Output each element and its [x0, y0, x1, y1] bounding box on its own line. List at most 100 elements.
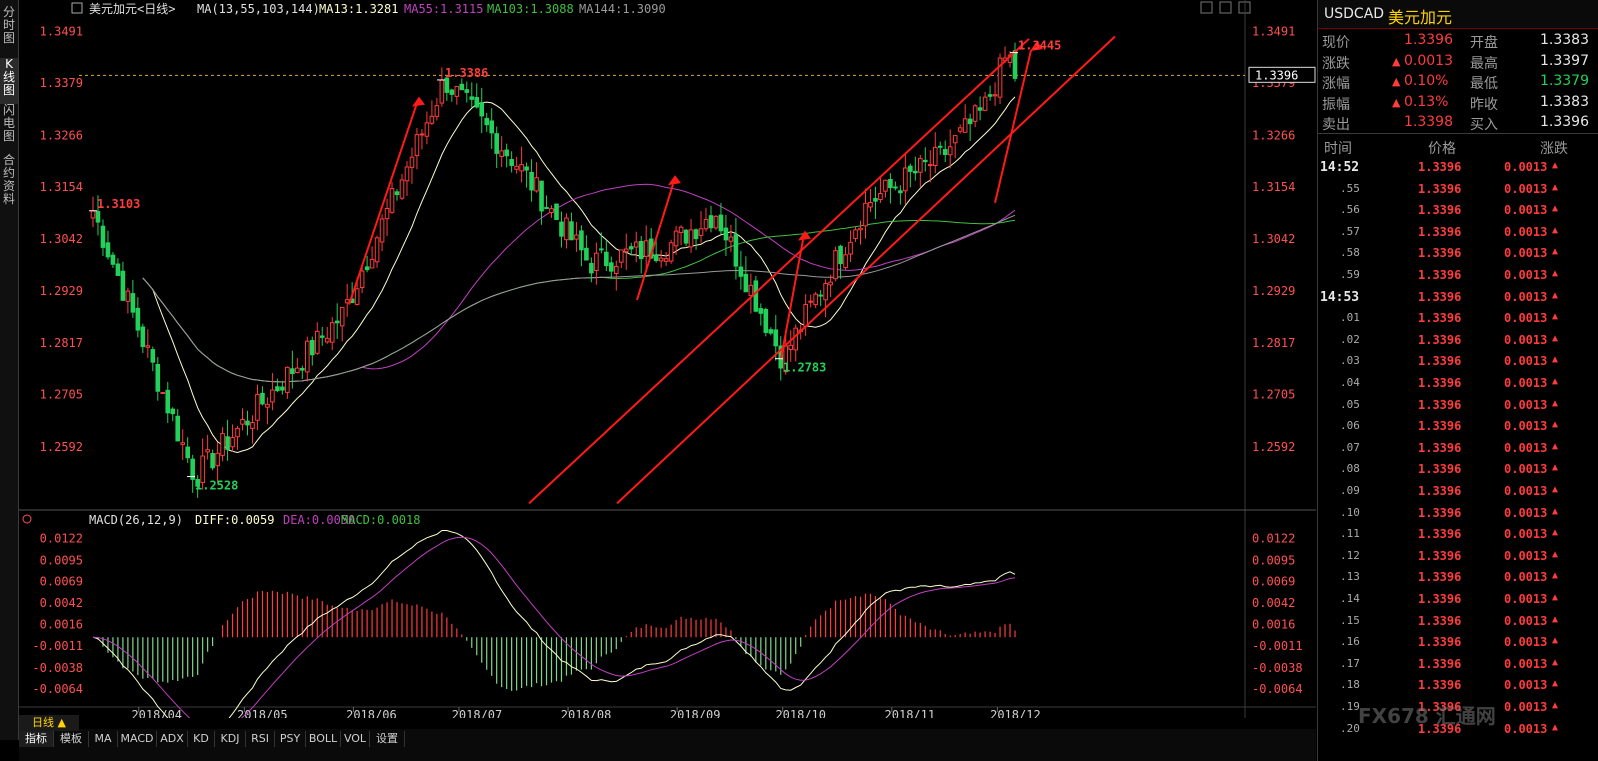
bottom-tab[interactable]: RSI	[246, 731, 275, 747]
bottom-tab[interactable]: 指标	[19, 731, 54, 747]
bottom-tab[interactable]: 设置	[370, 731, 405, 747]
candle-body	[703, 218, 709, 230]
ma-line-ma103	[142, 219, 1016, 383]
candle-body	[613, 265, 619, 274]
tick-time: .08	[1340, 462, 1360, 476]
tick-row[interactable]: .07 1.3396 0.0013 ▲	[1318, 438, 1598, 460]
candle-body	[384, 207, 390, 220]
bottom-tab[interactable]: ADX	[157, 731, 188, 747]
candle-body	[459, 83, 465, 91]
tick-row[interactable]: .09 1.3396 0.0013 ▲	[1318, 481, 1598, 503]
tick-time: .14	[1340, 592, 1360, 605]
candle-body	[319, 335, 325, 338]
extreme-price-label: 1.3386	[445, 66, 488, 80]
indicator-settings-icon[interactable]	[22, 514, 32, 524]
candle-body	[155, 363, 161, 392]
tick-time: .05	[1340, 397, 1360, 411]
ma-line-ma55	[142, 183, 1016, 383]
up-arrow-icon: ▲	[1552, 332, 1559, 344]
tick-row[interactable]: .57 1.3396 0.0013 ▲	[1318, 222, 1598, 244]
tick-row[interactable]: .08 1.3396 0.0013 ▲	[1318, 459, 1598, 481]
candle-body	[215, 452, 220, 467]
tab-flash-chart[interactable]: 闪电图	[2, 103, 15, 143]
minimize-icon[interactable]	[1200, 1, 1213, 14]
tick-price: 1.3396	[1418, 440, 1462, 455]
tick-row[interactable]: .01 1.3396 0.0013 ▲	[1318, 308, 1598, 330]
candle-body	[529, 171, 534, 191]
candle-body	[394, 191, 400, 196]
x-tick-label: 2018/06	[346, 708, 397, 718]
tick-row[interactable]: .03 1.3396 0.0013 ▲	[1318, 351, 1598, 373]
trend-arrow-head	[668, 175, 681, 186]
bottom-tab[interactable]: MA	[89, 731, 118, 747]
tick-row[interactable]: .56 1.3396 0.0013 ▲	[1318, 200, 1598, 222]
candle-body	[265, 403, 270, 408]
tick-row[interactable]: .59 1.3396 0.0013 ▲	[1318, 265, 1598, 287]
kline-chart[interactable]: 美元加元<日线> MA(13,55,103,144) MA13:1.3281 M…	[19, 0, 1316, 718]
candle-body	[878, 193, 883, 201]
tick-time: .09	[1340, 484, 1360, 497]
stat-label-2: 买入	[1470, 117, 1498, 133]
candle-body	[220, 433, 225, 456]
tab-timeshare[interactable]: 分时图	[2, 5, 15, 45]
restore-icon[interactable]	[1219, 1, 1232, 14]
tick-row[interactable]: .12 1.3396 0.0013 ▲	[1318, 546, 1598, 568]
bottom-tab[interactable]: BOLL	[306, 731, 341, 747]
bottom-tab[interactable]: PSY	[275, 731, 306, 747]
bottom-tab[interactable]: MACD	[118, 731, 157, 747]
candle-body	[339, 306, 345, 327]
candle-body	[205, 449, 210, 453]
tick-price: 1.3396	[1418, 354, 1462, 369]
tick-change: 0.0013	[1504, 700, 1548, 714]
candle-body	[823, 283, 828, 301]
tick-row[interactable]: 14:53 1.3396 0.0013 ▲	[1318, 287, 1598, 309]
macd-tick-label-left: 0.0095	[40, 553, 83, 567]
candle-body	[908, 165, 913, 172]
candle-body	[429, 115, 435, 124]
tick-row[interactable]: .04 1.3396 0.0013 ▲	[1318, 373, 1598, 395]
candle-body	[853, 229, 858, 239]
tick-row[interactable]: .55 1.3396 0.0013 ▲	[1318, 179, 1598, 201]
macd-tick-label-left: 0.0069	[40, 574, 83, 588]
x-tick-label: 2018/05	[237, 708, 288, 718]
quote-header: USDCAD 美元加元	[1318, 0, 1598, 29]
tick-row[interactable]: .16 1.3396 0.0013 ▲	[1318, 632, 1598, 654]
tick-row[interactable]: .13 1.3396 0.0013 ▲	[1318, 567, 1598, 589]
tick-change: 0.0013	[1504, 570, 1548, 585]
chart-settings-icon[interactable]	[71, 2, 83, 14]
tick-row[interactable]: .17 1.3396 0.0013 ▲	[1318, 654, 1598, 676]
tab-contract-info[interactable]: 合约资料	[2, 153, 15, 206]
candle-body	[300, 367, 305, 371]
tick-row[interactable]: .14 1.3396 0.0013 ▲	[1318, 589, 1598, 611]
bottom-tab[interactable]: VOL	[341, 731, 370, 747]
tick-row[interactable]: .15 1.3396 0.0013 ▲	[1318, 611, 1598, 633]
candle-body	[110, 254, 116, 265]
bottom-tab[interactable]: KDJ	[215, 731, 246, 747]
candle-body	[743, 273, 749, 293]
bottom-tab[interactable]: KD	[188, 731, 215, 747]
tick-row[interactable]: .11 1.3396 0.0013 ▲	[1318, 524, 1598, 546]
tick-change: 0.0013	[1504, 160, 1548, 174]
tick-row[interactable]: .20 1.3396 0.0013 ▲	[1318, 719, 1598, 741]
period-selector[interactable]: 日线 ▲	[19, 715, 79, 731]
tick-row[interactable]: .19 1.3396 0.0013 ▲	[1318, 697, 1598, 719]
tick-row[interactable]: .10 1.3396 0.0013 ▲	[1318, 503, 1598, 525]
tick-row[interactable]: .05 1.3396 0.0013 ▲	[1318, 395, 1598, 417]
tick-row[interactable]: .58 1.3396 0.0013 ▲	[1318, 243, 1598, 265]
tick-row[interactable]: .18 1.3396 0.0013 ▲	[1318, 675, 1598, 697]
candle-body	[584, 247, 589, 261]
tick-row[interactable]: .06 1.3396 0.0013 ▲	[1318, 416, 1598, 438]
candle-body	[409, 156, 415, 168]
tick-row[interactable]: 14:52 1.3396 0.0013 ▲	[1318, 157, 1598, 179]
stat-value: 1.3396	[1404, 32, 1453, 48]
tick-change: 0.0013	[1504, 332, 1548, 347]
ma-line-ma144	[142, 214, 1016, 383]
tick-price: 1.3396	[1418, 462, 1462, 477]
tick-row[interactable]: .02 1.3396 0.0013 ▲	[1318, 330, 1598, 352]
candle-body	[883, 179, 888, 192]
candle-body	[354, 288, 360, 305]
up-arrow-icon: ▲	[1552, 484, 1559, 495]
bottom-tab[interactable]: 模板	[54, 731, 89, 747]
